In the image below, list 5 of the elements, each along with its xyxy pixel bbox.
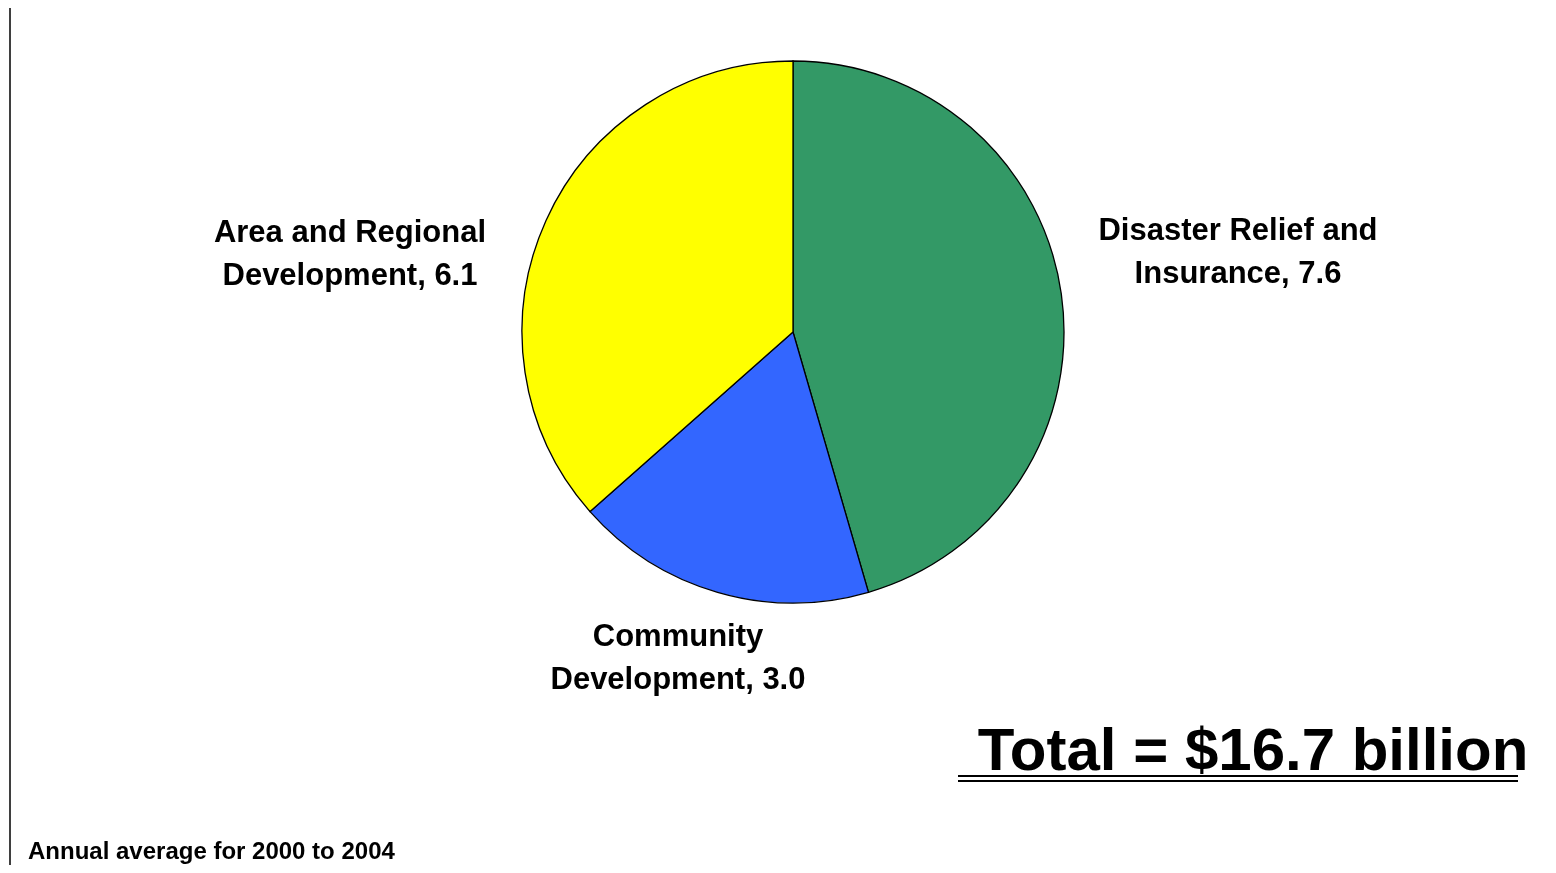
slice-label: Disaster Relief and Insurance, 7.6: [1098, 212, 1378, 290]
slice-label: Community Development, 3.0: [550, 618, 806, 696]
slice-label: Area and Regional Development, 6.1: [213, 214, 487, 292]
text: Total = $16.7 billion: [977, 716, 1529, 783]
text: Annual average for 2000 to 2004: [28, 837, 396, 864]
